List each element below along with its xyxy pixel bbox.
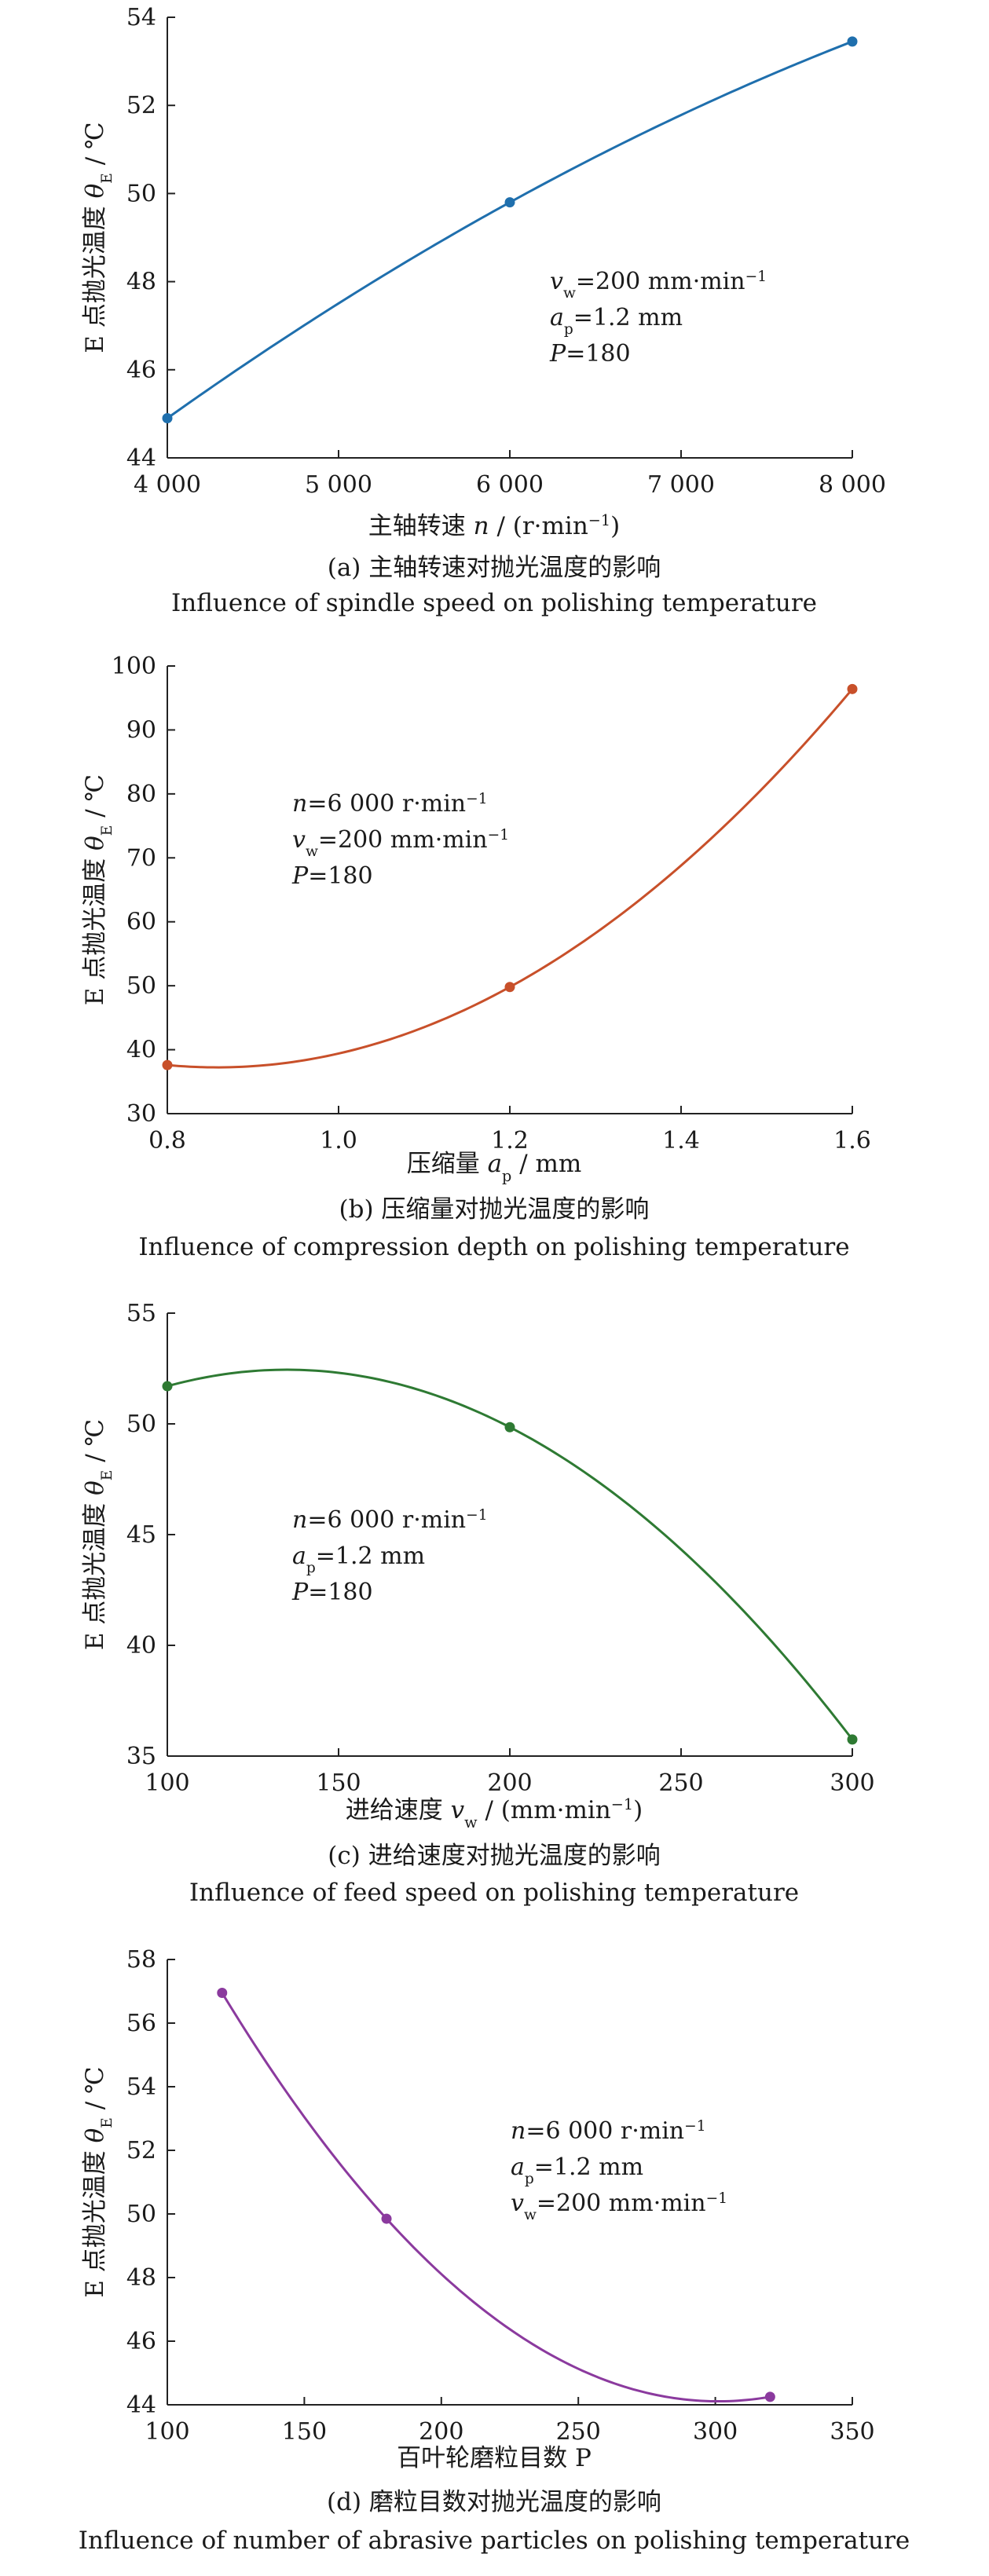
y-tick-label: 45: [126, 1521, 156, 1549]
x-tick-label: 100: [145, 1769, 189, 1797]
y-tick-label: 44: [126, 445, 156, 472]
x-tick-label: 6 000: [476, 471, 544, 499]
y-tick-label: 50: [126, 180, 156, 207]
x-tick-label: 1.6: [833, 1127, 871, 1154]
y-tick-label: 46: [126, 357, 156, 384]
x-axis-label: 压缩量 ap / mm: [407, 1150, 582, 1185]
condition-annotation: P=180: [291, 1579, 373, 1606]
y-tick-label: 52: [126, 92, 156, 119]
caption-english: Influence of spindle speed on polishing …: [171, 589, 817, 617]
condition-annotation: n=6 000 r·min−1: [292, 1506, 488, 1534]
series-line: [167, 688, 854, 1069]
caption-chinese: (b) 压缩量对抛光温度的影响: [339, 1195, 650, 1224]
y-tick-label: 44: [126, 2391, 156, 2419]
y-tick-label: 54: [126, 2073, 156, 2101]
data-point: [847, 1734, 858, 1745]
condition-annotation: P=180: [291, 862, 373, 890]
data-point: [381, 2213, 392, 2224]
x-tick-label: 300: [830, 1769, 874, 1797]
data-point: [847, 683, 858, 694]
condition-annotation: vw=200 mm·min−1: [550, 268, 767, 302]
y-tick-label: 46: [126, 2328, 156, 2355]
series-line: [167, 40, 853, 419]
x-tick-label: 1.2: [491, 1127, 529, 1154]
caption-english: Influence of number of abrasive particle…: [79, 2527, 910, 2555]
x-tick-label: 250: [658, 1769, 703, 1797]
caption-chinese: (a) 主轴转速对抛光温度的影响: [328, 554, 661, 582]
x-tick-label: 5 000: [305, 471, 372, 499]
caption-chinese: (d) 磨粒目数对抛光温度的影响: [327, 2488, 661, 2516]
y-tick-label: 90: [126, 716, 156, 744]
y-tick-label: 48: [126, 2264, 156, 2292]
chart-panel-c: 100 150 200 250 300 35 40 45 50 55 E 点抛光温度 θE / ℃ 进…: [81, 1300, 875, 1907]
y-tick-label: 30: [126, 1100, 156, 1128]
y-tick-label: 55: [126, 1300, 156, 1327]
y-tick-label: 35: [126, 1743, 156, 1770]
chart-panel-b: 0.8 1.0 1.2 1.4 1.6 30 40 50 60 70 80 90 100 E 点抛光温度 …: [81, 653, 871, 1261]
caption-english: Influence of compression depth on polish…: [138, 1233, 849, 1261]
y-axis-label: E 点抛光温度 θE / ℃: [81, 122, 115, 353]
x-tick-label: 1.0: [320, 1127, 357, 1154]
y-tick-label: 56: [126, 2010, 156, 2037]
y-tick-label: 70: [126, 844, 156, 872]
caption-chinese: (c) 进给速度对抛光温度的影响: [328, 1842, 660, 1870]
data-point: [162, 1059, 173, 1070]
y-tick-label: 52: [126, 2137, 156, 2164]
y-tick-label: 54: [126, 4, 156, 31]
caption-english: Influence of feed speed on polishing tem…: [189, 1879, 799, 1907]
x-tick-label: 150: [316, 1769, 361, 1797]
data-point: [162, 1381, 173, 1392]
y-tick-label: 50: [126, 972, 156, 1000]
y-axis-label: E 点抛光温度 θE / ℃: [81, 774, 115, 1005]
x-tick-label: 1.4: [662, 1127, 700, 1154]
condition-annotation: ap=1.2 mm: [550, 304, 683, 338]
x-tick-label: 300: [693, 2418, 738, 2446]
series-line: [221, 1992, 771, 2403]
chart-panel-a: 4 000 5 000 6 000 7 000 8 000 44 46 48 50 52 54 E 点…: [81, 4, 886, 617]
data-point: [764, 2391, 775, 2402]
condition-annotation: n=6 000 r·min−1: [511, 2117, 706, 2145]
x-tick-label: 4 000: [134, 471, 201, 499]
x-tick-label: 200: [487, 1769, 532, 1797]
x-axis-label: 进给速度 vw / (mm·min−1): [346, 1795, 643, 1831]
y-tick-label: 58: [126, 1946, 156, 1974]
data-point: [217, 1988, 228, 1999]
y-axis-label: E 点抛光温度 θE / ℃: [81, 1419, 115, 1650]
condition-annotation: P=180: [549, 340, 631, 368]
x-tick-label: 200: [419, 2418, 463, 2446]
y-axis-label: E 点抛光温度 θE / ℃: [81, 2066, 115, 2297]
y-tick-label: 48: [126, 269, 156, 296]
x-axis-label: 百叶轮磨粒目数 P: [397, 2444, 592, 2472]
data-point: [504, 1422, 515, 1433]
data-point: [847, 36, 858, 47]
x-tick-label: 8 000: [819, 471, 886, 499]
condition-annotation: vw=200 mm·min−1: [292, 826, 509, 860]
x-tick-label: 0.8: [148, 1127, 186, 1154]
data-point: [504, 982, 515, 993]
y-tick-label: 40: [126, 1037, 156, 1064]
y-tick-label: 80: [126, 781, 156, 808]
data-point: [504, 197, 515, 208]
chart-panel-d: 100 150 200 250 300 350 44 46 48 50 52 54 56 58 E 点抛光温…: [79, 1946, 910, 2555]
x-axis-label: 主轴转速 n / (r·min−1): [368, 511, 620, 541]
x-tick-label: 250: [556, 2418, 601, 2446]
x-tick-label: 350: [830, 2418, 874, 2446]
condition-annotation: ap=1.2 mm: [292, 1542, 425, 1576]
x-tick-label: 150: [282, 2418, 327, 2446]
y-tick-label: 60: [126, 909, 156, 936]
y-tick-label: 100: [112, 653, 156, 680]
condition-annotation: ap=1.2 mm: [511, 2153, 643, 2187]
x-tick-label: 100: [145, 2418, 189, 2446]
condition-annotation: n=6 000 r·min−1: [292, 790, 488, 818]
y-tick-label: 50: [126, 2201, 156, 2228]
x-tick-label: 7 000: [647, 471, 715, 499]
y-tick-label: 50: [126, 1411, 156, 1438]
condition-annotation: vw=200 mm·min−1: [511, 2190, 727, 2223]
data-point: [162, 413, 173, 424]
y-tick-label: 40: [126, 1632, 156, 1659]
